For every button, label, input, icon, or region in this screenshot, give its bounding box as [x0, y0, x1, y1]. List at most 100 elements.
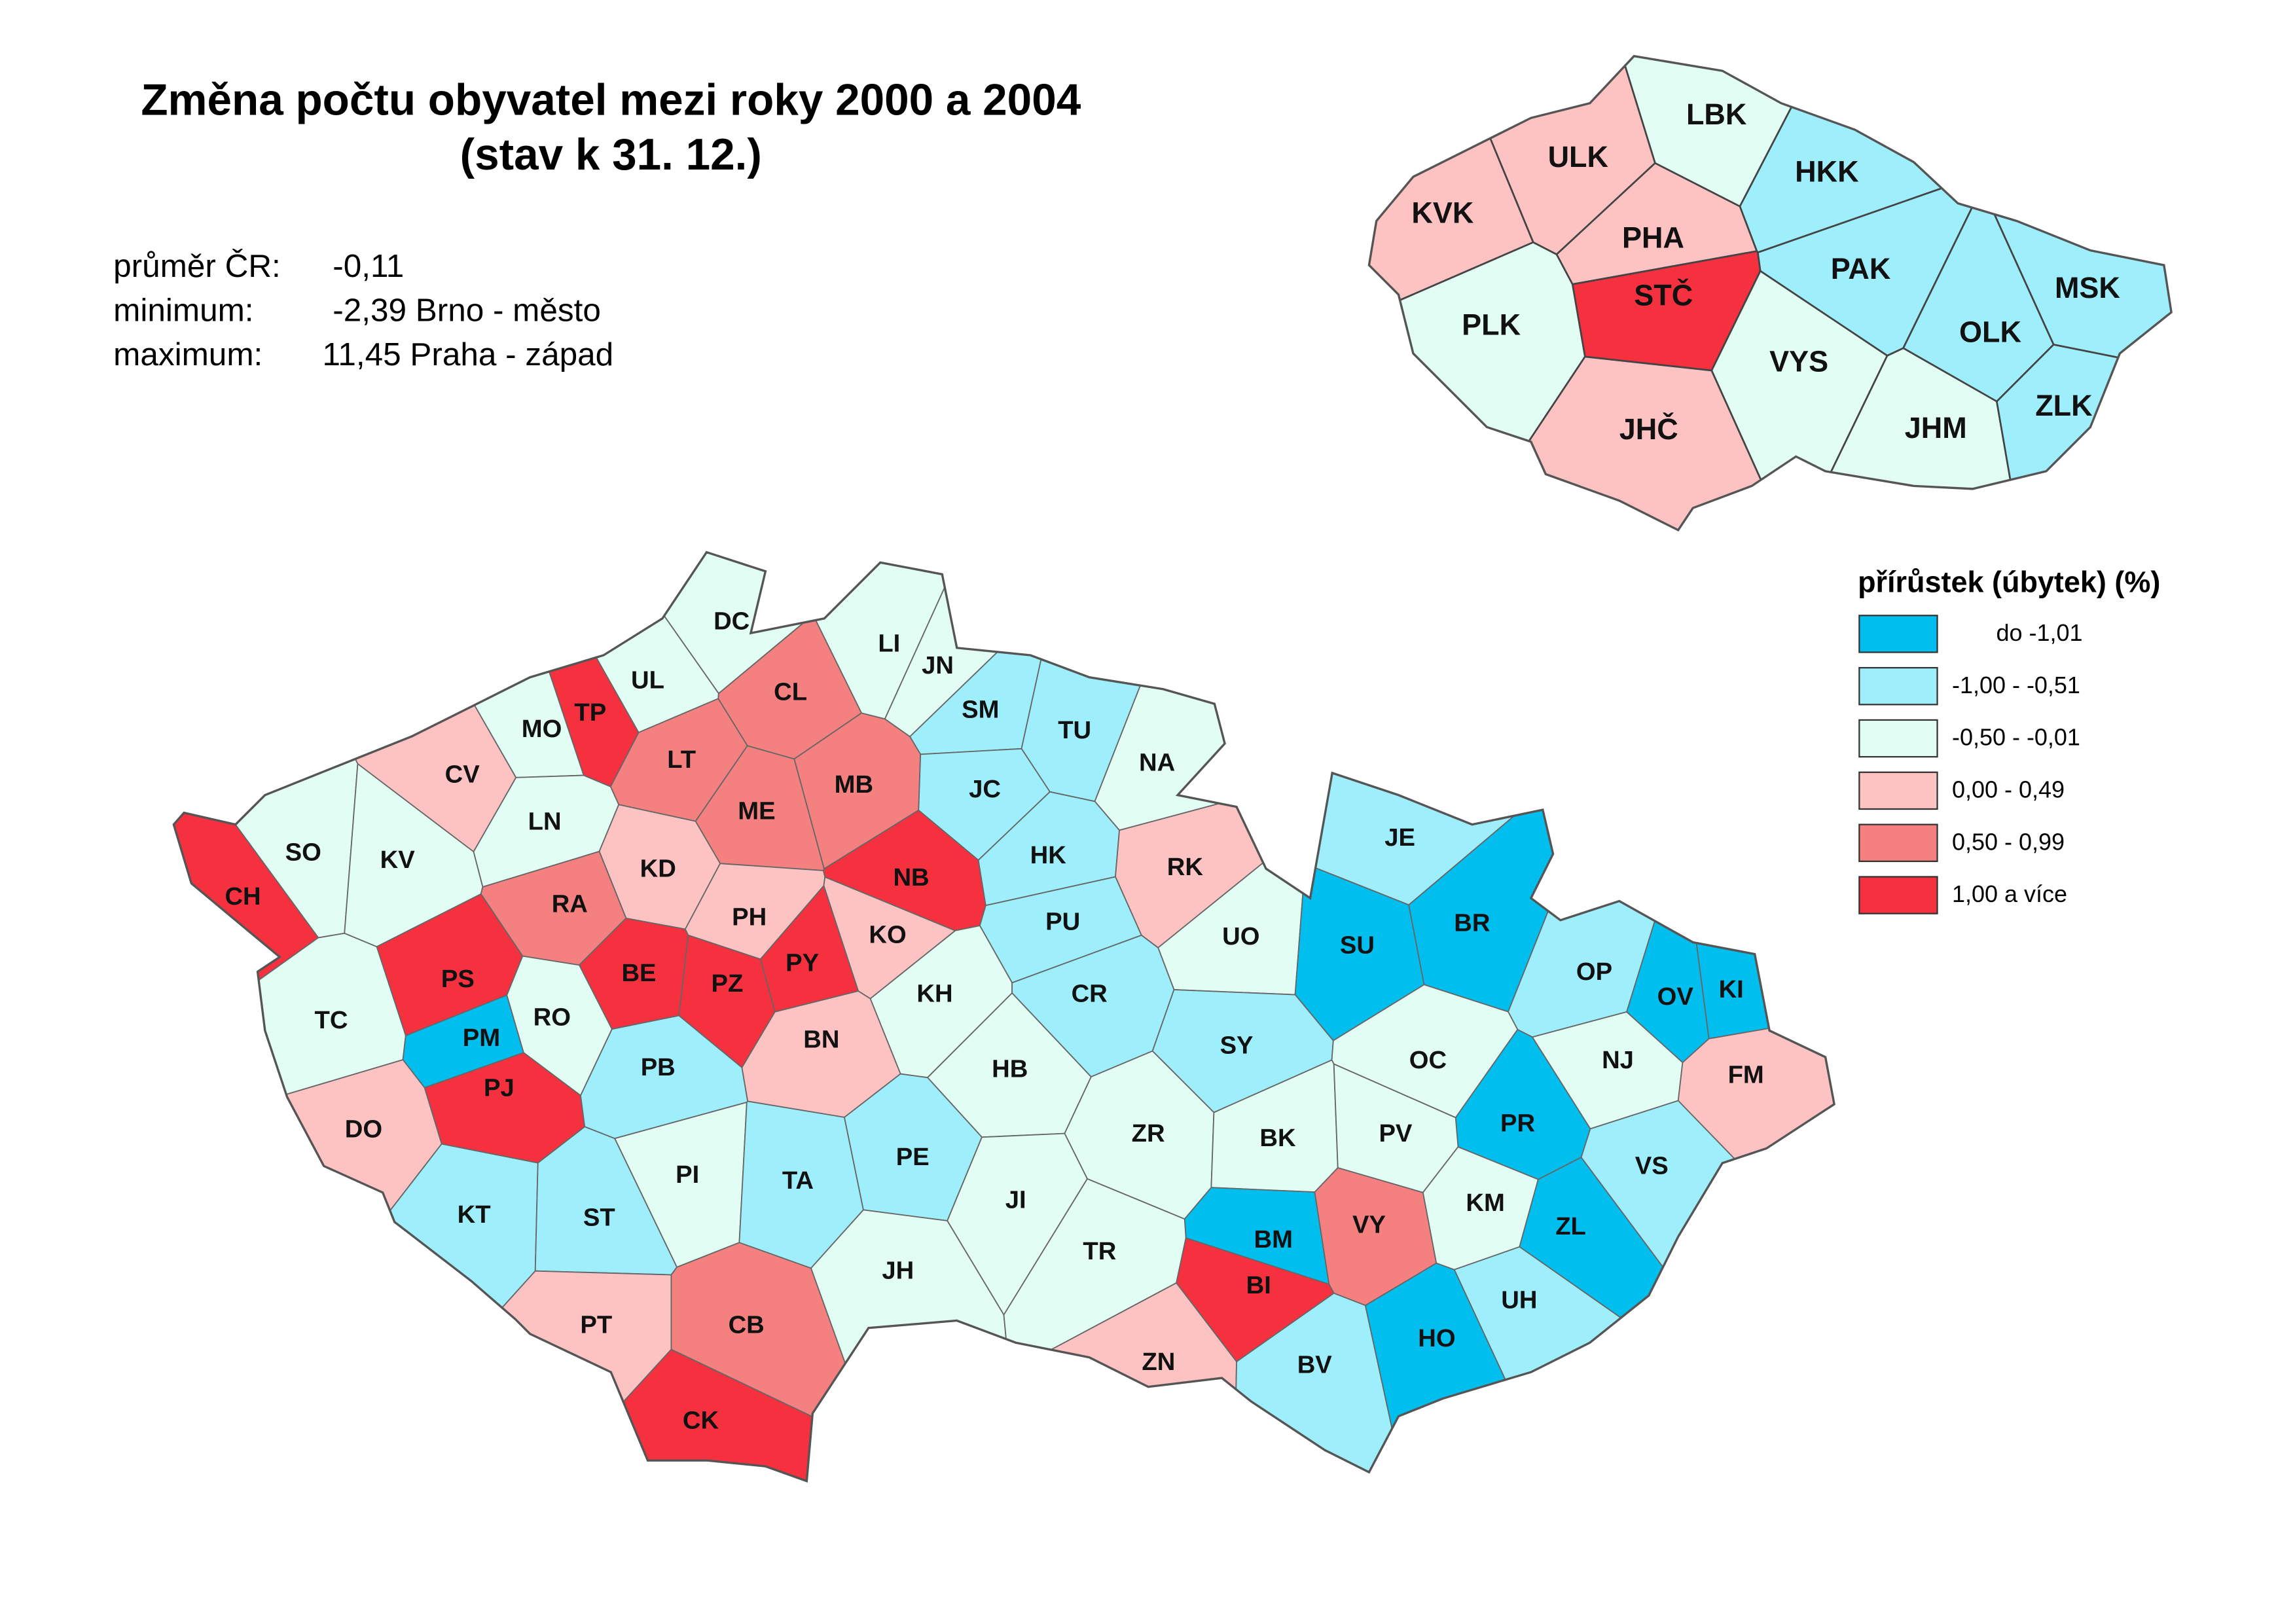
district-label: CH: [225, 882, 261, 911]
stats: průměr ČR: -0,11 minimum: -2,39 Brno - m…: [113, 247, 613, 372]
district-label: BE: [621, 959, 656, 987]
region-label: OLK: [1959, 316, 2021, 349]
subtitle: (stav k 31. 12.): [460, 130, 762, 179]
stat-value: -2,39 Brno - město: [333, 292, 601, 328]
districts-cells: [173, 552, 1835, 1481]
district-label: KH: [916, 980, 952, 1008]
legend-label: 0,00 - 0,49: [1952, 776, 2065, 803]
district-label: CR: [1072, 980, 1108, 1008]
district-label: KM: [1466, 1189, 1504, 1217]
district-label: LT: [667, 746, 696, 774]
district-label: TR: [1083, 1237, 1116, 1265]
district-label: PR: [1500, 1109, 1535, 1137]
district-label: CB: [729, 1311, 765, 1339]
district-map: DC LI JN UL CL TP SM TU MO LT MB NA CV LN ME JC SO KV KD NB…: [172, 550, 1835, 1483]
district-label: BI: [1246, 1271, 1271, 1299]
region-label: JHM: [1905, 411, 1967, 444]
district-label: BV: [1297, 1350, 1333, 1379]
region-label: ZLK: [2035, 389, 2093, 422]
district-label: PM: [463, 1024, 500, 1052]
stat-label: průměr ČR:: [113, 247, 281, 284]
district-label: NB: [893, 863, 929, 892]
legend-label: -1,00 - -0,51: [1952, 672, 2080, 698]
legend-swatch: [1858, 876, 1938, 914]
district-label: PH: [732, 903, 767, 931]
district-label: KV: [380, 846, 416, 874]
district-label: VS: [1635, 1152, 1669, 1180]
district-label: DC: [714, 607, 750, 636]
district-label: CL: [774, 678, 807, 706]
legend-swatch: [1858, 666, 1938, 706]
district: [173, 1143, 539, 1481]
legend-label: -0,50 - -0,01: [1952, 724, 2080, 751]
region-label: PLK: [1462, 308, 1521, 341]
district-label: BM: [1254, 1225, 1293, 1254]
legend-label: 1,00 a více: [1952, 880, 2067, 907]
district-label: LN: [528, 807, 562, 835]
region-label: LBK: [1686, 98, 1747, 131]
region-label: PHA: [1622, 221, 1684, 255]
region-map: LBK ULK HKK KVK PHA STČ PAK MSK PLK VYS OLK JHM ZLK J…: [1367, 54, 2173, 532]
region: [1995, 344, 2172, 530]
district-label: KI: [1719, 975, 1744, 1003]
region-label: STČ: [1634, 278, 1693, 312]
stat-label: minimum:: [113, 292, 253, 328]
district-label: MB: [835, 770, 873, 799]
district-label: TA: [782, 1166, 814, 1195]
region-label: HKK: [1795, 154, 1859, 188]
stat-label: maximum:: [113, 336, 262, 372]
region: [1369, 241, 1586, 530]
region-label: KVK: [1411, 196, 1473, 229]
regions-outline: [1367, 54, 2173, 532]
district-label: JE: [1384, 823, 1415, 852]
district-label: NJ: [1602, 1046, 1634, 1074]
legend-label: do -1,01: [1996, 619, 2082, 646]
district-label: JH: [882, 1256, 914, 1284]
district-label: TU: [1058, 716, 1091, 744]
district-label: OV: [1657, 983, 1694, 1011]
district-label: SO: [285, 839, 321, 867]
district-label: FM: [1728, 1060, 1764, 1089]
district-label: LI: [878, 629, 900, 657]
district-label: RK: [1167, 853, 1204, 881]
stat-value: 11,45 Praha - západ: [323, 336, 614, 372]
district-label: KT: [458, 1200, 491, 1229]
district-label: HB: [992, 1055, 1028, 1083]
district-label: BN: [803, 1025, 839, 1053]
district-label: PT: [580, 1311, 612, 1339]
district-label: DO: [345, 1115, 382, 1143]
legend-swatch: [1858, 719, 1938, 758]
region-label: JHČ: [1619, 412, 1678, 446]
district-label: SU: [1340, 931, 1375, 959]
district-label: ME: [738, 797, 775, 825]
legend-label: 0,50 - 0,99: [1952, 828, 2065, 855]
district-label: PS: [441, 965, 475, 993]
district-label: ZR: [1132, 1119, 1165, 1147]
district-label: CV: [445, 760, 480, 788]
district-label: PJ: [484, 1074, 515, 1102]
district-label: CK: [683, 1407, 719, 1435]
district-label: ZN: [1142, 1348, 1175, 1376]
district-label: JN: [922, 651, 954, 679]
district-label: RO: [533, 1003, 571, 1032]
legend-title: přírůstek (úbytek) (%): [1858, 565, 2160, 598]
legend: přírůstek (úbytek) (%) do -1,01 -1,00 - -…: [1858, 565, 2160, 914]
district: [173, 1058, 443, 1481]
district-label: HK: [1030, 841, 1067, 869]
district-label: HO: [1418, 1324, 1455, 1352]
district-label: UO: [1222, 922, 1259, 950]
title: Změna počtu obyvatel mezi roky 2000 a 20…: [141, 76, 1081, 125]
region-label: PAK: [1831, 252, 1891, 285]
district-label: PI: [676, 1161, 699, 1189]
district-label: PV: [1379, 1119, 1412, 1147]
district-label: TC: [315, 1006, 348, 1034]
district-label: OP: [1576, 958, 1612, 986]
district-label: MO: [522, 715, 562, 743]
legend-swatch: [1858, 771, 1938, 810]
district-label: UL: [631, 666, 664, 695]
stat-value: -0,11: [333, 248, 404, 284]
region-label: ULK: [1548, 140, 1609, 173]
district-label: UH: [1501, 1286, 1537, 1314]
district-label: BK: [1259, 1124, 1296, 1152]
